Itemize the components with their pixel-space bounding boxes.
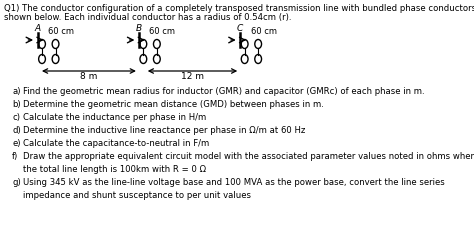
Text: C: C	[237, 24, 243, 33]
Text: 12 m: 12 m	[181, 72, 204, 81]
Text: e): e)	[12, 139, 20, 148]
Text: 8 m: 8 m	[80, 72, 97, 81]
Text: Determine the inductive line reactance per phase in Ω/m at 60 Hz: Determine the inductive line reactance p…	[22, 126, 305, 135]
Text: A: A	[35, 24, 41, 33]
Text: b): b)	[12, 100, 21, 109]
Text: Calculate the capacitance-to-neutral in F/m: Calculate the capacitance-to-neutral in …	[22, 139, 209, 148]
Text: the total line length is 100km with R = 0 Ω: the total line length is 100km with R = …	[22, 165, 206, 174]
Text: Q1) The conductor configuration of a completely transposed transmission line wit: Q1) The conductor configuration of a com…	[4, 4, 474, 13]
Text: 60 cm: 60 cm	[149, 27, 175, 36]
Text: Draw the appropriate equivalent circuit model with the associated parameter valu: Draw the appropriate equivalent circuit …	[22, 152, 474, 161]
Text: shown below. Each individual conductor has a radius of 0.54cm (r).: shown below. Each individual conductor h…	[4, 13, 291, 22]
Text: Calculate the inductance per phase in H/m: Calculate the inductance per phase in H/…	[22, 113, 206, 122]
Text: Find the geometric mean radius for inductor (GMR) and capacitor (GMRᴄ) of each p: Find the geometric mean radius for induc…	[22, 87, 424, 96]
Text: 60 cm: 60 cm	[251, 27, 277, 36]
Text: d): d)	[12, 126, 21, 135]
Text: Determine the geometric mean distance (GMD) between phases in m.: Determine the geometric mean distance (G…	[22, 100, 323, 109]
Text: Using 345 kV as the line-line voltage base and 100 MVA as the power base, conver: Using 345 kV as the line-line voltage ba…	[22, 178, 444, 187]
Text: f): f)	[12, 152, 18, 161]
Text: c): c)	[12, 113, 20, 122]
Text: impedance and shunt susceptance to per unit values: impedance and shunt susceptance to per u…	[22, 191, 251, 200]
Text: B: B	[136, 24, 142, 33]
Text: g): g)	[12, 178, 21, 187]
Text: 60 cm: 60 cm	[48, 27, 74, 36]
Text: a): a)	[12, 87, 20, 96]
